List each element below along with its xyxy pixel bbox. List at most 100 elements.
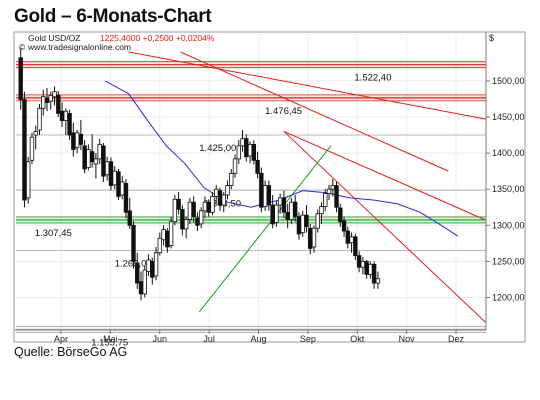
candle-body [210,196,215,213]
candle-body [116,171,121,197]
y-tick-label: 1400,00 [492,148,525,158]
candle-body [323,193,328,207]
level-label: 1.155,75 [91,337,128,348]
candle-body [247,144,253,157]
candle-body [67,112,72,136]
candle-body [29,136,35,161]
x-tick-label: Okt [350,334,365,344]
candle-body [330,185,335,190]
x-tick-label: Jul [203,334,215,344]
y-tick-label: 1300,00 [492,220,525,230]
candle-body [308,227,313,249]
candle-body [270,204,275,225]
candle-body [244,138,249,158]
y-tick-label: 1250,00 [492,256,525,266]
candle-body [289,201,294,220]
instrument-label: Gold USD/OZ [28,33,80,43]
candle-body [161,229,166,241]
candle-body [285,211,290,220]
candle-body [123,183,129,213]
candle-body [101,145,106,177]
candle-body [255,159,260,174]
source-caption: Quelle: BörseGo AG [14,345,128,359]
candle-body [319,206,324,215]
candle-body [266,185,272,206]
candle-body [364,261,369,275]
candle-body [56,94,61,114]
y-tick-label: 1350,00 [492,184,525,194]
candle-body [202,201,208,212]
candle-body [52,91,57,98]
candle-body [78,133,84,145]
candle-body [292,201,298,218]
candle-body [165,230,170,248]
quote-text: 1225,4000 +0,2500 +0,0204% [100,33,215,43]
candle-body [26,161,31,199]
axes: 1200,00 1250,00 1300,00 1350,00 1400,00 1450,… [54,76,525,344]
trendline [180,51,449,172]
x-tick-label: Aug [250,334,266,344]
candle-body [356,255,362,268]
candle-body [71,132,76,150]
candle-body [206,201,211,213]
candle-body [229,172,234,186]
candle-body [33,131,38,136]
y-tick-label: 1500,00 [492,76,525,86]
candle-body [217,190,223,206]
candle-body [281,197,287,213]
candle-body [41,96,46,109]
y-tick-label: 1200,00 [492,293,525,303]
candle-body [74,132,80,148]
candle-body [89,151,95,163]
candle-body [82,145,87,170]
candle-body [225,185,230,196]
candle-body [345,230,351,244]
candle-body [262,185,268,207]
candle-body [86,149,91,168]
candle-body [214,188,219,197]
candle-body [338,207,343,223]
candle-body [146,259,151,272]
candle-body [176,198,181,210]
candle-body [360,261,366,268]
candle-body [251,144,257,161]
candle-body [304,214,309,228]
candle-body [183,219,189,230]
candle-body [232,158,238,174]
candle-body [198,210,204,225]
chart-title: Gold – 6-Monats-Chart [14,6,212,27]
candle-body [37,107,42,131]
candle-body [341,220,347,232]
candle-body [18,57,23,101]
x-tick-label: Dez [448,334,465,344]
trendlines [128,51,487,324]
candle-body [180,209,185,230]
trendline [198,145,332,313]
candles [18,48,381,301]
level-label: 1.307,45 [35,228,72,239]
candle-body [259,172,264,208]
candle-body [48,94,53,102]
candle-body [97,144,102,160]
candle-body [153,252,159,277]
currency-symbol: $ [489,33,494,43]
trendline [283,130,487,221]
candle-body [135,262,140,284]
candle-body [311,227,317,248]
candle-body [104,161,110,176]
candle-body [108,161,114,186]
candle-body [172,198,178,223]
candle-body [221,194,226,206]
candle-body [191,201,196,218]
candle-body [127,210,132,226]
candle-body [334,185,339,208]
candle-body [168,221,174,246]
candle-body [296,216,302,235]
x-tick-label: Apr [54,334,68,344]
level-label: 1.522,40 [354,73,391,84]
x-tick-label: Mai [103,334,118,344]
candle-body [22,99,27,201]
candle-body [120,181,125,196]
candle-body [150,261,155,278]
